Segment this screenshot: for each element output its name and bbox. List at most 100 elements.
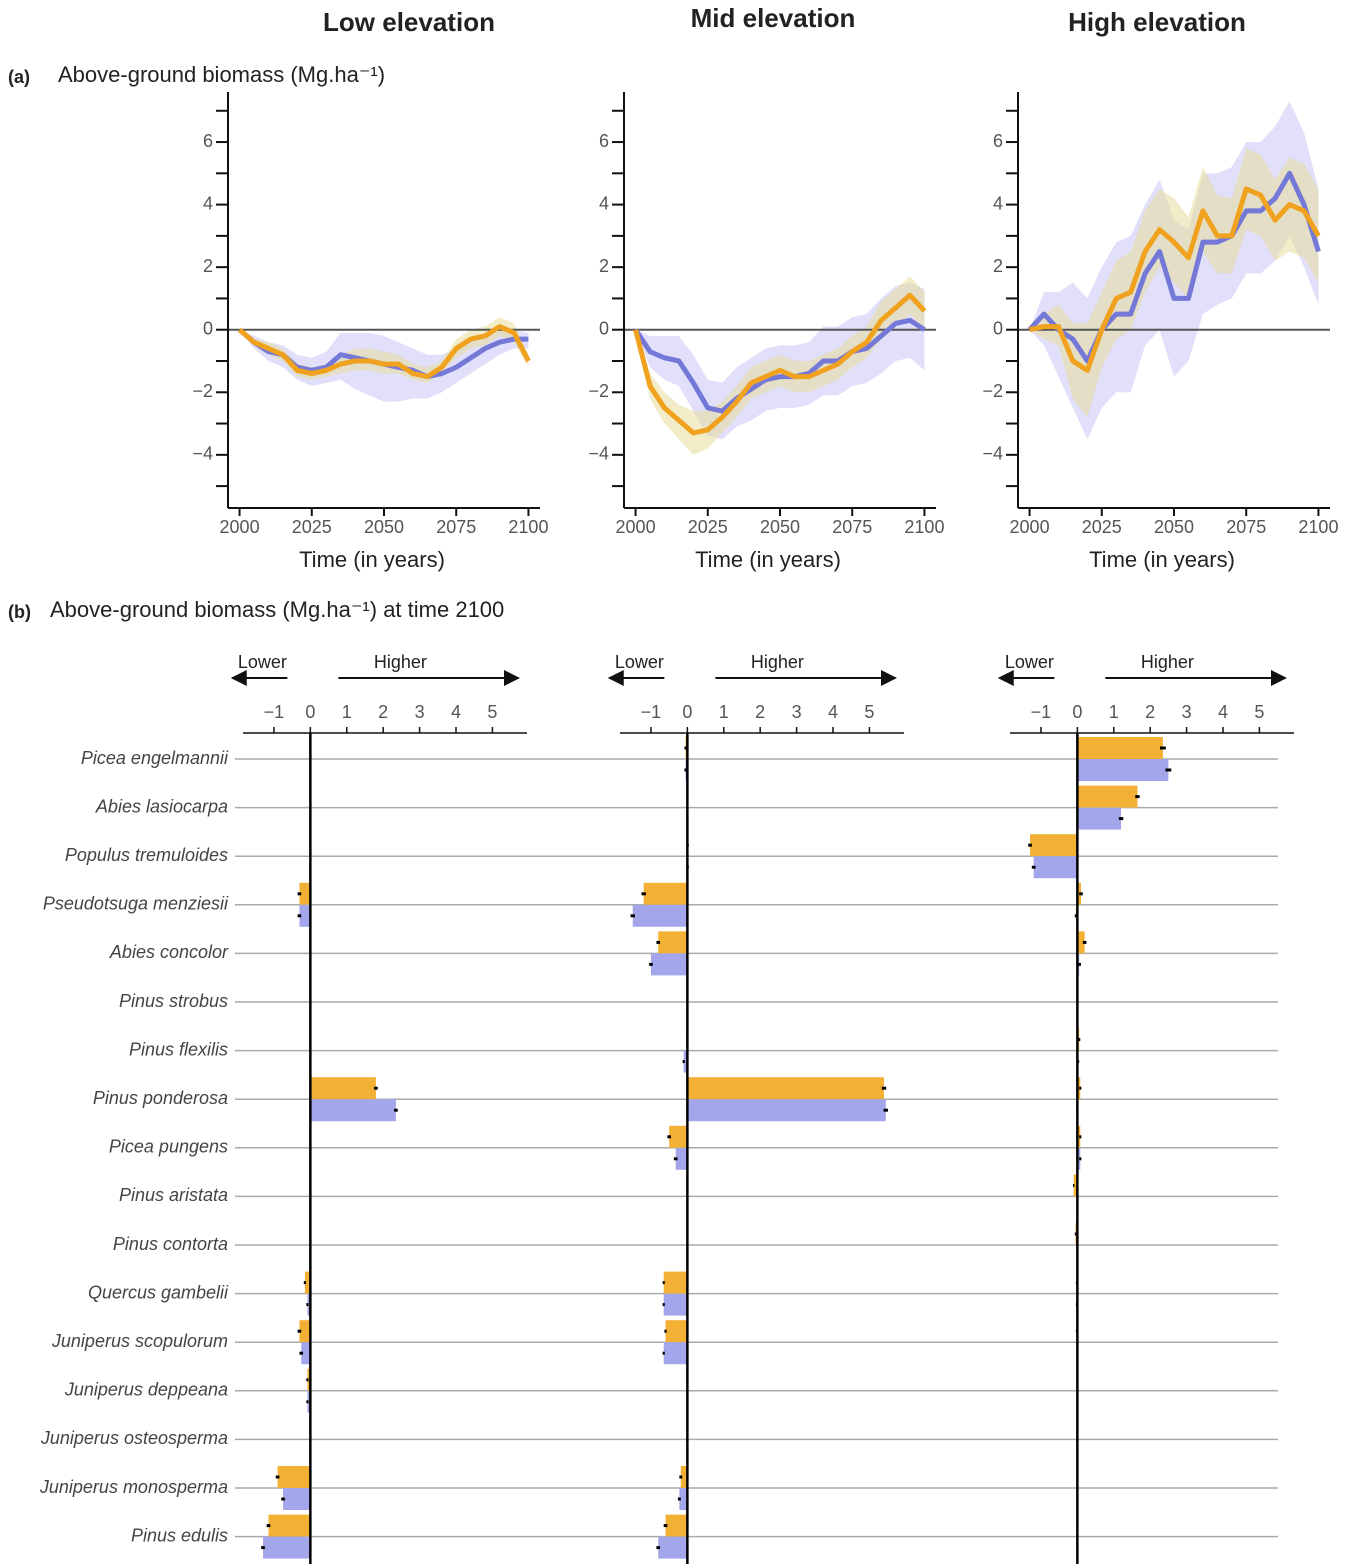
x-tick-label: −1 [264,702,285,722]
category-label: Pinus flexilis [129,1039,228,1059]
uncertainty-band [239,317,529,383]
x-tick-label: 2025 [1082,517,1122,537]
y-tick-label: 0 [993,318,1003,338]
category-label: Quercus gambelii [88,1282,229,1302]
bar [665,1320,688,1343]
x-axis-label: Time (in years) [695,547,841,572]
bar [658,1536,688,1559]
y-tick-label: −4 [588,444,609,464]
x-axis-label: Time (in years) [1089,547,1235,572]
category-label: Abies lasiocarpa [95,796,228,816]
y-tick-label: 2 [993,256,1003,276]
category-label: Pinus contorta [113,1234,228,1254]
category-label: Pseudotsuga menziesii [43,894,229,914]
x-tick-label: 1 [1109,702,1119,722]
annotation: Higher [751,652,804,672]
y-tick-label: 0 [203,318,213,338]
x-tick-label: 3 [1182,702,1192,722]
category-label: Pinus ponderosa [93,1088,228,1108]
x-tick-label: 2100 [904,517,944,537]
bar [1077,759,1169,781]
x-tick-label: 2050 [760,517,800,537]
x-tick-label: −1 [641,702,662,722]
column-title: Mid elevation [691,3,856,33]
category-label: Abies concolor [109,942,229,962]
bar [687,1099,886,1122]
bar [307,1390,311,1413]
uncertainty-band [635,276,925,455]
panel-title: Above-ground biomass (Mg.ha⁻¹) at time 2… [50,597,504,622]
x-tick-label: 2 [1145,702,1155,722]
annotation: Lower [1005,652,1054,672]
y-tick-label: 4 [599,193,609,213]
bar [277,1466,311,1488]
annotation: Lower [615,652,664,672]
y-tick-label: −4 [982,444,1003,464]
bar [675,1147,688,1170]
x-tick-label: 0 [682,702,692,722]
bar [299,904,311,927]
x-tick-label: 4 [828,702,838,722]
bar [304,1271,311,1294]
bar [310,1099,396,1122]
category-label: Pinus strobus [119,991,228,1011]
bar [301,1342,311,1365]
bar [658,931,688,954]
bar [650,953,688,976]
bar [680,1466,688,1488]
y-tick-label: −2 [192,381,213,401]
bar [1077,1147,1081,1170]
bar [679,1488,688,1510]
x-axis-label: Time (in years) [299,547,445,572]
panel-label: (b) [8,602,31,622]
category-label: Populus tremuloides [65,845,228,865]
bar [283,1488,311,1510]
y-tick-label: 2 [599,256,609,276]
x-tick-label: 2075 [1226,517,1266,537]
x-tick-label: 2000 [1010,517,1050,537]
bar [1077,1125,1081,1148]
panel-title: Above-ground biomass (Mg.ha⁻¹) [58,62,385,87]
x-tick-label: 2100 [1298,517,1338,537]
bar [687,1077,884,1100]
bar [665,1514,688,1537]
bar [310,1077,376,1100]
bar [299,882,311,905]
x-tick-label: 5 [864,702,874,722]
x-tick-label: 5 [1254,702,1264,722]
x-tick-label: 1 [342,702,352,722]
category-label: Pinus aristata [119,1185,228,1205]
category-label: Picea pungens [109,1137,228,1157]
x-tick-label: 5 [487,702,497,722]
x-tick-label: 0 [1072,702,1082,722]
x-tick-label: 4 [451,702,461,722]
bar [1077,785,1138,808]
y-tick-label: 6 [203,131,213,151]
series-line [633,292,927,436]
bar [669,1125,688,1148]
series-line [633,317,926,414]
bar [307,1293,311,1316]
x-tick-label: 2100 [508,517,548,537]
x-tick-label: 2075 [832,517,872,537]
bar [268,1514,311,1537]
annotation: Lower [238,652,287,672]
x-tick-label: 2 [378,702,388,722]
x-tick-label: −1 [1031,702,1052,722]
x-tick-label: 3 [415,702,425,722]
column-title: High elevation [1068,7,1246,37]
bar [1030,834,1078,857]
x-tick-label: 1 [719,702,729,722]
x-tick-label: 3 [792,702,802,722]
panel-label: (a) [8,67,30,87]
bar [1077,1077,1081,1100]
category-label: Juniperus deppeana [64,1380,228,1400]
category-label: Picea engelmannii [81,748,229,768]
y-tick-label: 2 [203,256,213,276]
y-tick-label: 4 [203,193,213,213]
y-tick-label: 6 [993,131,1003,151]
y-tick-label: −2 [982,381,1003,401]
category-label: Juniperus monosperma [39,1477,228,1497]
bar [263,1536,311,1559]
